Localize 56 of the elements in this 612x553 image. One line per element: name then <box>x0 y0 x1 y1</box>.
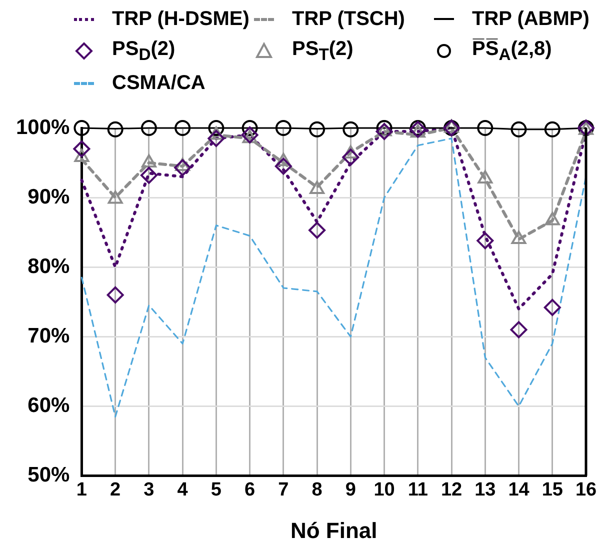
point <box>342 148 360 166</box>
point <box>174 159 192 176</box>
y-tick-label: 60% <box>28 394 70 418</box>
x-tick-label: 5 <box>210 479 222 500</box>
x-tick-label: 8 <box>312 479 322 500</box>
point <box>510 121 527 138</box>
legend-label: P̅S̅$_{A}$(2,8) <box>472 38 552 64</box>
point <box>544 121 560 138</box>
x-tick-label: 10 <box>374 479 395 500</box>
x-tick-label: 7 <box>278 479 289 500</box>
point <box>208 130 225 147</box>
y-tick-label: 70% <box>28 324 70 348</box>
point <box>376 122 393 140</box>
point <box>208 120 224 136</box>
x-tick-label: 2 <box>110 479 121 500</box>
point <box>241 126 258 144</box>
point <box>274 158 292 175</box>
y-tick-label: 80% <box>28 254 70 278</box>
point <box>140 166 158 184</box>
point <box>106 286 124 304</box>
x-tick-label: 4 <box>177 479 188 500</box>
point <box>275 120 292 136</box>
point <box>242 120 258 136</box>
point <box>308 222 326 239</box>
x-tick-label: 16 <box>575 479 597 500</box>
point <box>107 121 124 138</box>
point <box>544 298 561 316</box>
legend-label: CSMA/CA <box>112 72 206 94</box>
y-tick-label: 90% <box>28 185 70 208</box>
x-tick-label: 1 <box>76 479 88 500</box>
y-tick-label: 50% <box>28 464 70 487</box>
x-tick-label: 12 <box>440 479 462 500</box>
point <box>510 321 528 338</box>
legend-label: TRP (TSCH) <box>292 8 405 30</box>
point <box>309 121 326 138</box>
point <box>73 140 90 158</box>
point <box>476 232 494 250</box>
x-tick-label: 3 <box>144 479 154 500</box>
legend-label: PS$_{T}$(2) <box>292 38 354 64</box>
x-tick-label: 15 <box>542 479 564 500</box>
legend-label: TRP (H-DSME) <box>112 8 250 30</box>
x-tick-label: 13 <box>474 479 496 500</box>
point <box>140 120 157 136</box>
point <box>74 120 90 136</box>
line-series <box>80 138 587 418</box>
y-tick-label: 100% <box>16 116 70 139</box>
x-axis-title: Nó Final <box>290 518 378 543</box>
legend-label: TRP (ABMP) <box>472 8 590 30</box>
legend-label: PS$_{D}$(2) <box>112 38 176 64</box>
x-tick-label: 14 <box>508 479 530 500</box>
x-tick-label: 6 <box>244 479 256 500</box>
point <box>477 120 494 136</box>
x-tick-label: 9 <box>345 479 356 500</box>
point <box>174 120 191 136</box>
x-tick-label: 11 <box>408 479 428 500</box>
point <box>342 121 359 138</box>
